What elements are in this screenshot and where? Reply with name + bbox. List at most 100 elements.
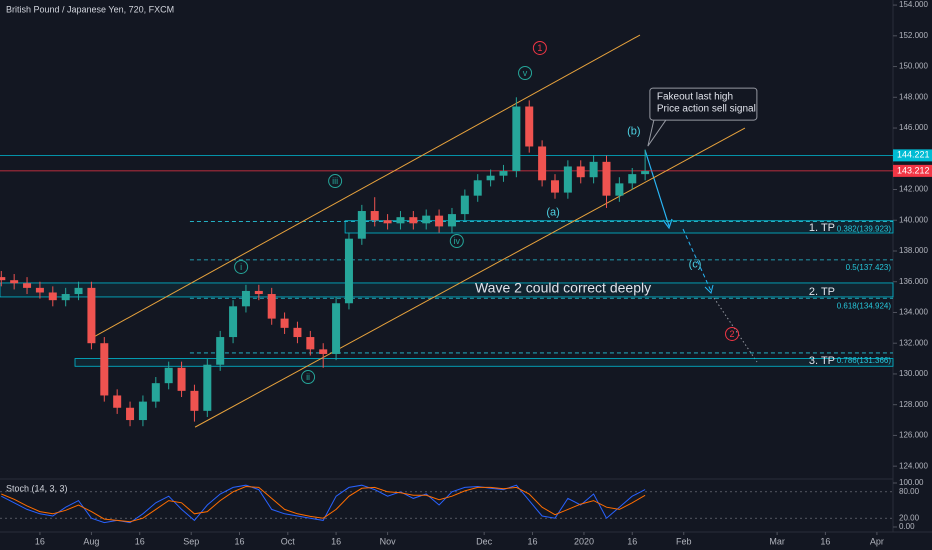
arrow-head	[662, 218, 673, 230]
indicator-title: Stoch (14, 3, 3)	[6, 483, 68, 493]
candle-body	[319, 349, 328, 354]
callout-text: Price action sell signal	[657, 104, 756, 115]
y-tick-label: 148.000	[899, 92, 928, 101]
candle-body	[10, 280, 19, 284]
y-tick-label: 130.000	[899, 369, 928, 378]
wave-label: iv	[454, 236, 461, 246]
price-label-box	[893, 164, 932, 177]
channel-line	[194, 127, 746, 428]
y-tick-label: 126.000	[899, 431, 928, 440]
wave-label: 1	[537, 43, 542, 53]
candle-body	[100, 343, 109, 396]
candle-body	[203, 364, 212, 411]
x-tick-label: 16	[820, 536, 830, 546]
wave-label: (b)	[627, 125, 640, 137]
projection-arrow	[644, 149, 670, 227]
price-label: 143.212	[897, 165, 930, 175]
tp-zone	[74, 358, 894, 367]
y-tick-label: 138.000	[899, 246, 928, 255]
y-tick-label: 132.000	[899, 338, 928, 347]
x-tick-label: Feb	[676, 536, 692, 546]
x-tick-label: Aug	[83, 536, 99, 546]
y-tick-label: 154.000	[899, 0, 928, 9]
y-tick-label: 140.000	[899, 215, 928, 224]
candle-body	[409, 217, 418, 224]
candle-body	[0, 277, 6, 281]
candle-body	[422, 215, 431, 224]
y-tick-label: 134.000	[899, 308, 928, 317]
candle-body	[563, 166, 572, 193]
price-label-box	[893, 149, 932, 162]
stoch-line	[1, 484, 646, 524]
candle-body	[254, 290, 263, 295]
wave-circle	[532, 40, 547, 55]
wave-label: iii	[332, 176, 338, 186]
callout-pointer	[647, 119, 667, 147]
wave-label: 2	[730, 329, 735, 339]
x-tick-label: Apr	[870, 536, 884, 546]
candle-body	[164, 367, 173, 384]
x-tick-label: 16	[527, 536, 537, 546]
callout-text: Fakeout last high	[657, 92, 733, 103]
y-tick-label: 152.000	[899, 31, 928, 40]
candle-body	[48, 292, 57, 301]
chart-title: British Pound / Japanese Yen, 720, FXCM	[6, 4, 174, 14]
candle-body	[628, 174, 637, 184]
candle-body	[370, 211, 379, 221]
y-tick-label: 142.000	[899, 185, 928, 194]
x-tick-label: Nov	[380, 536, 397, 546]
stoch-line	[1, 485, 646, 523]
x-tick-label: Mar	[769, 536, 785, 546]
note: Wave 2 could correct deeply	[475, 280, 651, 296]
x-tick-label: 16	[331, 536, 341, 546]
tp-label: 3. TP	[809, 355, 835, 367]
x-tick-label: Sep	[183, 536, 199, 546]
candle-body	[499, 171, 508, 176]
y-tick-label: 150.000	[899, 62, 928, 71]
candle-body	[589, 161, 598, 178]
candle-body	[177, 367, 186, 391]
y-tick-label: 0.00	[899, 522, 915, 531]
candle-body	[435, 215, 444, 227]
fib-label: 0.786(131.366)	[837, 356, 892, 365]
candle-body	[550, 180, 559, 193]
y-tick-label: 20.00	[899, 513, 920, 522]
candle-body	[190, 390, 199, 411]
channel-line	[87, 34, 641, 341]
callout-box	[649, 87, 758, 121]
candle-body	[576, 166, 585, 178]
arrow-head	[704, 284, 714, 294]
wave-label: v	[523, 68, 528, 78]
wave-circle	[301, 370, 316, 385]
candle-body	[512, 106, 521, 172]
candle-body	[241, 290, 250, 307]
x-tick-label: 16	[135, 536, 145, 546]
candle-body	[473, 180, 482, 196]
candle-body	[332, 303, 341, 354]
candle-body	[280, 318, 289, 328]
candle-body	[126, 407, 135, 421]
candle-body	[486, 175, 495, 181]
price-label: 144.221	[897, 150, 930, 160]
wave-label: (a)	[546, 206, 559, 218]
x-tick-label: Dec	[476, 536, 493, 546]
y-tick-label: 80.00	[899, 487, 920, 496]
candle-body	[61, 294, 70, 301]
y-tick-label: 146.000	[899, 123, 928, 132]
candle-body	[525, 106, 534, 147]
x-tick-label: 16	[35, 536, 45, 546]
candle-body	[23, 283, 32, 288]
candle-body	[113, 395, 122, 408]
tp-label: 1. TP	[809, 222, 835, 234]
projection-arrow	[682, 228, 712, 292]
candle-body	[35, 287, 44, 293]
wave-circle	[234, 259, 249, 274]
wave-circle	[449, 233, 464, 248]
candle-body	[602, 161, 611, 196]
x-tick-label: 16	[234, 536, 244, 546]
wave-label: ii	[306, 372, 310, 382]
candle-body	[74, 287, 83, 295]
